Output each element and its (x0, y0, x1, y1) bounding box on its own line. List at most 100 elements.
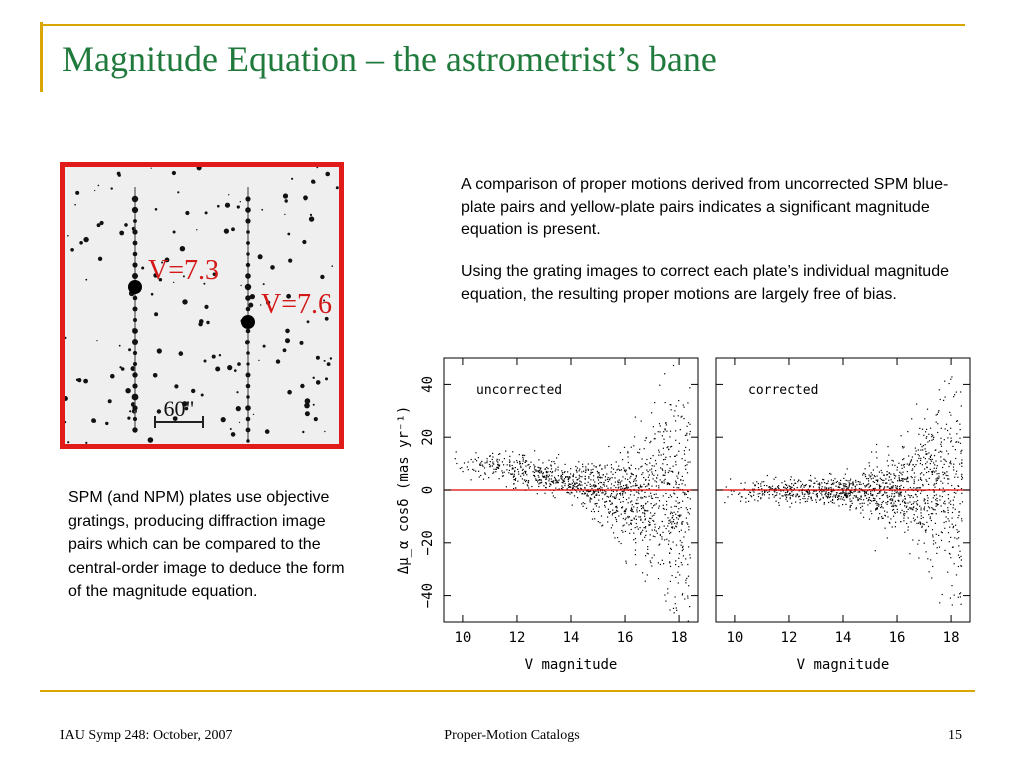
data-point (894, 500, 896, 502)
data-point (621, 490, 623, 493)
data-point (865, 492, 868, 494)
data-point (877, 492, 879, 495)
data-point (635, 483, 637, 485)
data-point (878, 484, 880, 486)
data-point (919, 462, 921, 465)
data-point (790, 494, 792, 496)
data-point (653, 505, 655, 507)
data-point (954, 476, 956, 478)
data-point (949, 433, 951, 435)
data-point (775, 500, 777, 502)
data-point (812, 486, 815, 488)
data-point (917, 487, 919, 489)
data-point (587, 468, 589, 470)
data-point (676, 487, 678, 489)
data-point (562, 473, 564, 475)
data-point (486, 460, 488, 462)
data-point (890, 479, 892, 481)
data-point (886, 474, 889, 476)
star (65, 420, 67, 424)
data-point (645, 479, 647, 481)
data-point (616, 490, 618, 492)
data-point (831, 491, 833, 493)
data-point (660, 454, 662, 456)
data-point (761, 494, 763, 496)
data-point (668, 540, 670, 542)
data-point (795, 482, 797, 484)
data-point (684, 465, 686, 467)
data-point (832, 496, 834, 498)
data-point (454, 458, 456, 460)
data-point (634, 527, 636, 529)
data-point (773, 490, 775, 492)
data-point (825, 487, 828, 489)
data-point (657, 474, 659, 476)
data-point (858, 491, 860, 493)
data-point (835, 495, 837, 497)
data-point (861, 490, 863, 492)
data-point (904, 501, 906, 503)
data-point (510, 473, 512, 475)
data-point (786, 488, 788, 490)
data-point (682, 479, 684, 482)
star (315, 380, 321, 385)
data-point (630, 490, 632, 492)
data-point (904, 505, 906, 507)
data-point (669, 547, 672, 549)
data-point (683, 418, 685, 420)
data-point (669, 552, 671, 554)
data-point (894, 504, 896, 506)
data-point (904, 531, 906, 533)
data-point (600, 482, 603, 484)
data-point (551, 472, 553, 474)
data-point (658, 505, 660, 507)
data-point (689, 498, 691, 500)
data-point (665, 508, 668, 511)
data-point (550, 484, 552, 486)
data-point (467, 461, 469, 463)
data-point (791, 491, 793, 493)
data-point (539, 470, 541, 472)
data-point (631, 504, 633, 506)
data-point (619, 469, 621, 471)
data-point (938, 472, 940, 475)
x-tick-label: 18 (943, 630, 960, 646)
data-point (907, 481, 909, 483)
data-point (512, 468, 514, 470)
data-point (871, 474, 873, 476)
data-point (957, 596, 959, 598)
data-point (625, 484, 627, 486)
star (153, 273, 158, 278)
data-point (615, 518, 617, 521)
data-point (919, 523, 922, 525)
data-point (842, 485, 845, 487)
data-point (538, 459, 540, 461)
data-point (960, 452, 962, 454)
data-point (956, 529, 958, 531)
data-point (654, 438, 656, 440)
data-point (670, 409, 672, 411)
data-point (668, 483, 670, 485)
data-point (620, 486, 622, 488)
data-point (689, 554, 691, 556)
data-point (928, 514, 930, 516)
star (204, 304, 209, 309)
star (248, 302, 254, 308)
data-point (839, 487, 841, 489)
data-point (594, 481, 596, 483)
data-point (878, 517, 880, 519)
data-point (612, 490, 614, 493)
data-point (907, 502, 909, 504)
data-point (879, 490, 881, 492)
data-point (829, 496, 832, 498)
data-point (869, 502, 871, 504)
data-point (952, 466, 955, 468)
data-point (952, 445, 954, 447)
data-point (481, 464, 483, 466)
data-point (922, 445, 924, 447)
data-point (798, 496, 800, 498)
data-point (855, 508, 857, 510)
data-point (892, 504, 894, 506)
data-point (956, 420, 958, 422)
data-point (618, 479, 620, 481)
